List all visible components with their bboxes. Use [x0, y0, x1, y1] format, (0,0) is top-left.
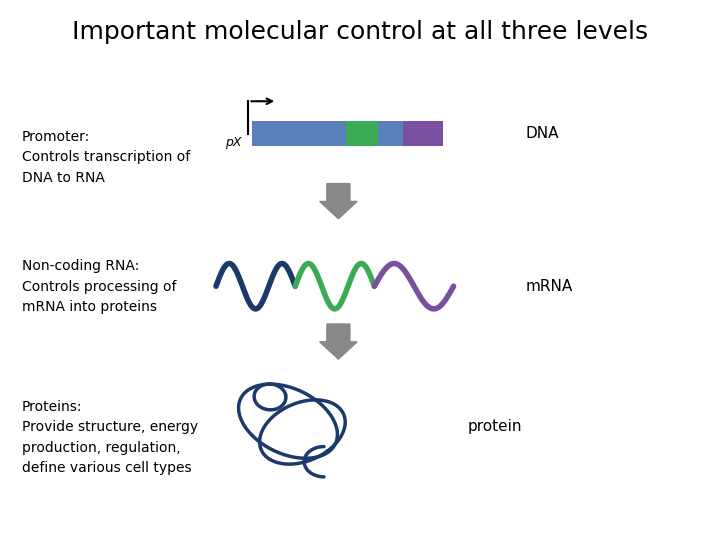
- Text: Controls transcription of: Controls transcription of: [22, 150, 190, 164]
- Text: Controls processing of: Controls processing of: [22, 280, 176, 294]
- Text: pX: pX: [225, 137, 241, 150]
- Bar: [403, 122, 443, 146]
- Text: protein: protein: [468, 419, 523, 434]
- Text: define various cell types: define various cell types: [22, 461, 192, 475]
- Bar: [346, 122, 378, 146]
- FancyArrow shape: [320, 324, 357, 359]
- Bar: [252, 122, 346, 146]
- Text: Important molecular control at all three levels: Important molecular control at all three…: [72, 21, 648, 44]
- Bar: [378, 122, 403, 146]
- FancyArrow shape: [320, 184, 357, 219]
- Text: Proteins:: Proteins:: [22, 400, 82, 414]
- Text: mRNA into proteins: mRNA into proteins: [22, 300, 157, 314]
- Text: DNA to RNA: DNA to RNA: [22, 171, 104, 185]
- Text: Provide structure, energy: Provide structure, energy: [22, 420, 198, 434]
- Text: mRNA: mRNA: [526, 279, 573, 294]
- Text: production, regulation,: production, regulation,: [22, 441, 180, 455]
- Text: Promoter:: Promoter:: [22, 130, 90, 144]
- Text: DNA: DNA: [526, 126, 559, 141]
- Text: Non-coding RNA:: Non-coding RNA:: [22, 259, 139, 273]
